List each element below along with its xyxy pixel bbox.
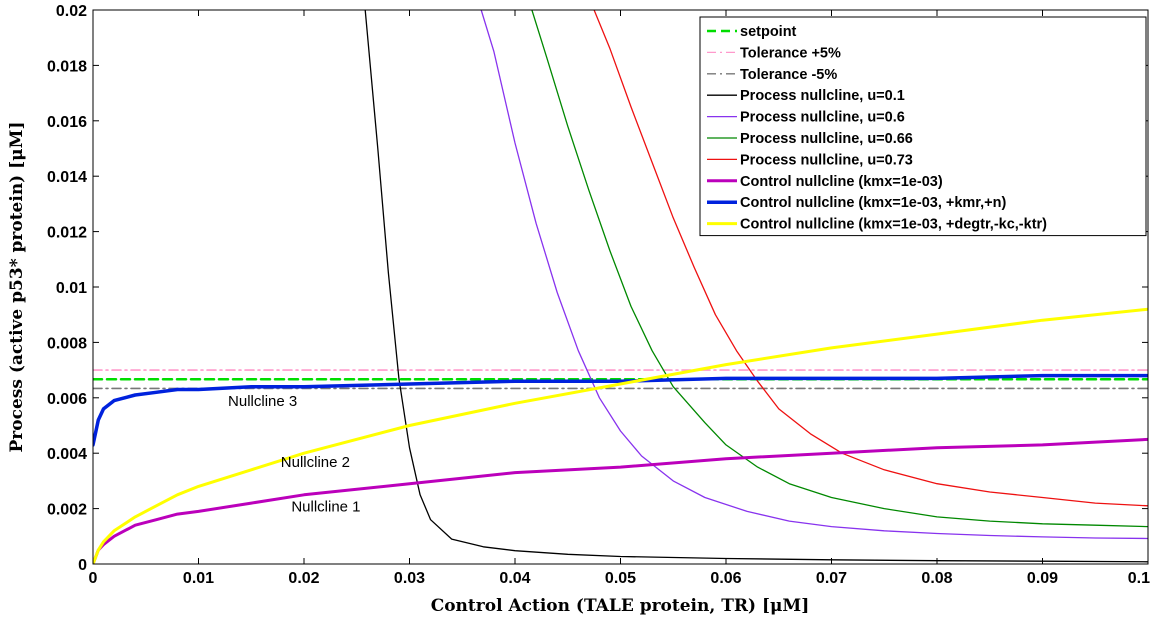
- legend-label-control-nullcline-kmx-1e-03-degtr-kc-ktr: Control nullcline (kmx=1e-03, +degtr,-kc…: [740, 217, 1047, 233]
- y-tick-label: 0.02: [56, 3, 87, 20]
- series-line-process-nullcline-u-0-1: [364, 10, 1148, 563]
- annotation-layer: Nullcline 3 Nullcline 2 Nullcline 1: [228, 393, 361, 515]
- legend-label-tolerance-5: Tolerance +5%: [740, 45, 841, 61]
- series-line-control-nullcline-kmx-1e-03: [93, 437, 1148, 564]
- y-tick-label: 0.002: [47, 502, 87, 519]
- series-layer: [93, 10, 1148, 564]
- y-tick-label: 0.008: [47, 335, 87, 352]
- legend-label-process-nullcline-u-0-73: Process nullcline, u=0.73: [740, 152, 913, 168]
- legend-label-process-nullcline-u-0-66: Process nullcline, u=0.66: [740, 131, 913, 147]
- legend-label-control-nullcline-kmx-1e-03: Control nullcline (kmx=1e-03): [740, 174, 943, 190]
- series-line-process-nullcline-u-0-6: [480, 10, 1148, 540]
- series-line-process-nullcline-u-0-66: [531, 10, 1148, 528]
- x-tick-label: 0.01: [183, 570, 214, 587]
- x-tick-label: 0.03: [394, 570, 425, 587]
- legend-label-control-nullcline-kmx-1e-03-kmr-n: Control nullcline (kmx=1e-03, +kmr,+n): [740, 195, 1006, 211]
- annotation-nullcline-3: Nullcline 3: [228, 393, 297, 410]
- y-tick-label: 0.018: [47, 58, 87, 75]
- series-line-control-nullcline-kmx-1e-03-degtr-kc-ktr: [93, 307, 1148, 564]
- x-tick-label: 0.04: [499, 570, 530, 587]
- legend-label-process-nullcline-u-0-6: Process nullcline, u=0.6: [740, 110, 905, 126]
- x-tick-label: 0.1: [1128, 570, 1150, 587]
- x-tick-label: 0.06: [710, 570, 741, 587]
- annotation-nullcline-2: Nullcline 2: [281, 454, 350, 471]
- x-axis-title: Control Action (TALE protein, TR) [μM]: [431, 596, 810, 616]
- series-line-control-nullcline-kmx-1e-03-kmr-n: [93, 373, 1148, 447]
- y-tick-label: 0.014: [47, 169, 87, 186]
- series-line-process-nullcline-u-0-73: [593, 10, 1148, 507]
- legend-box: [699, 16, 1147, 237]
- y-tick-label: 0.012: [47, 225, 87, 242]
- legend-label-setpoint: setpoint: [740, 24, 797, 40]
- annotation-nullcline-1: Nullcline 1: [291, 498, 360, 515]
- y-axis-title: Process (active p53* protein) [μM]: [7, 122, 27, 453]
- legend: setpoint Tolerance +5% Tolerance -5% Proces…: [699, 16, 1147, 237]
- y-tick-label: 0.016: [47, 114, 87, 131]
- legend-label-process-nullcline-u-0-1: Process nullcline, u=0.1: [740, 88, 905, 104]
- x-tick-label: 0.08: [921, 570, 952, 587]
- x-tick-label: 0: [89, 570, 98, 587]
- y-tick-label: 0.01: [56, 280, 87, 297]
- x-tick-label: 0.09: [1027, 570, 1058, 587]
- y-tick-label: 0.004: [47, 446, 87, 463]
- x-tick-label: 0.02: [288, 570, 319, 587]
- legend-label-tolerance-5: Tolerance -5%: [740, 67, 837, 83]
- y-tick-label: 0: [78, 557, 87, 574]
- x-tick-label: 0.05: [605, 570, 636, 587]
- ticks-layer: 0 0.01 0.02 0.03 0.04 0.05 0.06 0.07 0.08 0.09 0.1…: [47, 3, 1150, 587]
- y-tick-label: 0.006: [47, 391, 87, 408]
- x-tick-label: 0.07: [816, 570, 847, 587]
